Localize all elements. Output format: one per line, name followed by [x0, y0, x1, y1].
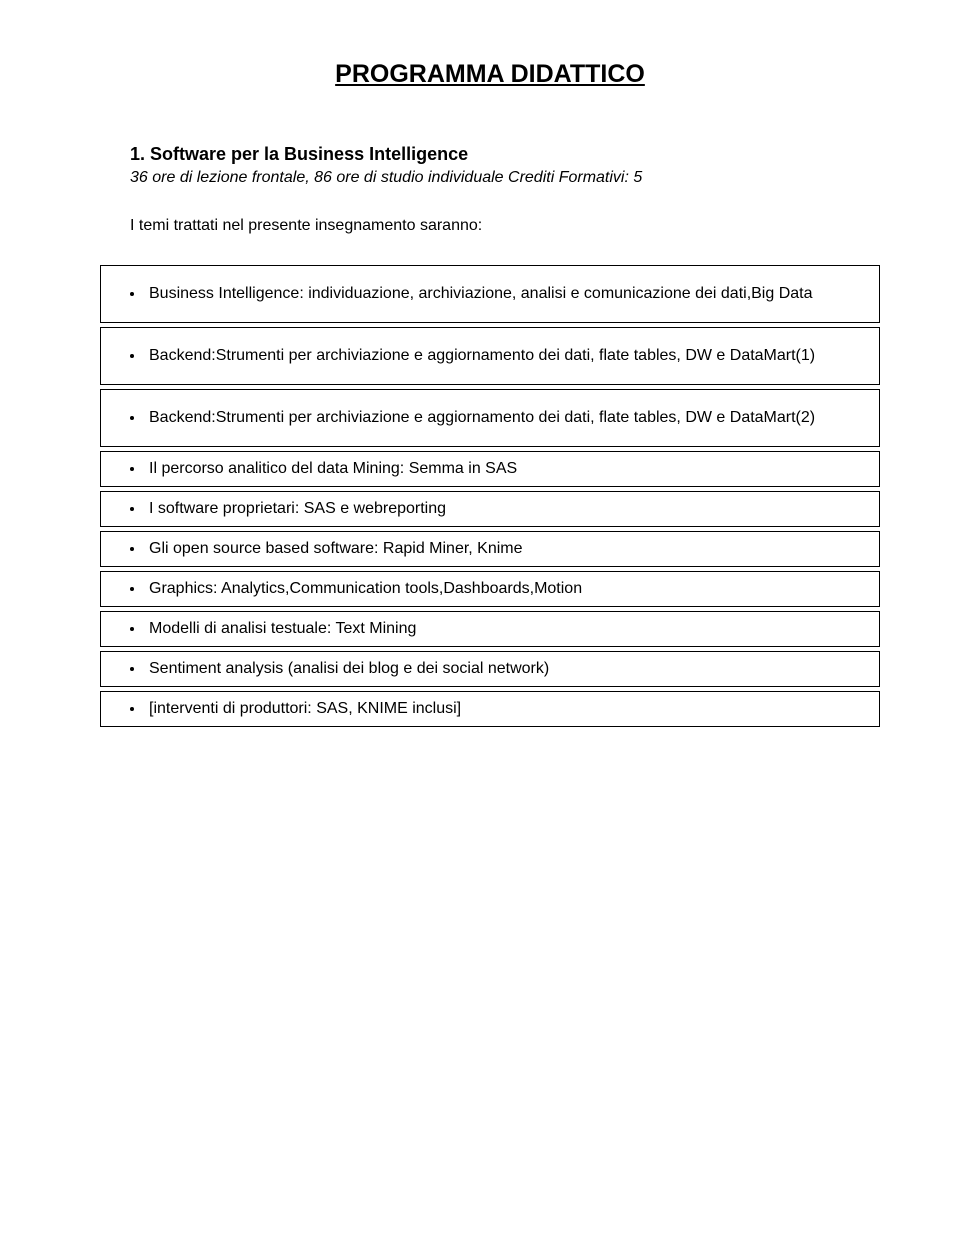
document-page: PROGRAMMA DIDATTICO 1. Software per la B…: [0, 0, 960, 771]
bullet-cell: Graphics: Analytics,Communication tools,…: [100, 571, 880, 607]
bullet-cell: [interventi di produttori: SAS, KNIME in…: [100, 691, 880, 727]
bullet-item: Il percorso analitico del data Mining: S…: [145, 460, 865, 478]
bullet-item: I software proprietari: SAS e webreporti…: [145, 500, 865, 518]
bullet-cell: Il percorso analitico del data Mining: S…: [100, 451, 880, 487]
intro-text: I temi trattati nel presente insegnament…: [100, 217, 880, 235]
bullet-item: [interventi di produttori: SAS, KNIME in…: [145, 700, 865, 718]
bullet-cell: Gli open source based software: Rapid Mi…: [100, 531, 880, 567]
section-subheading: 36 ore di lezione frontale, 86 ore di st…: [100, 169, 880, 187]
bullet-item: Sentiment analysis (analisi dei blog e d…: [145, 660, 865, 678]
bullet-item: Graphics: Analytics,Communication tools,…: [145, 580, 865, 598]
bullet-cell: I software proprietari: SAS e webreporti…: [100, 491, 880, 527]
bullet-cell: Sentiment analysis (analisi dei blog e d…: [100, 651, 880, 687]
bullet-item: Backend:Strumenti per archiviazione e ag…: [145, 402, 865, 434]
bullet-item: Business Intelligence: individuazione, a…: [145, 278, 865, 310]
bullet-cell: Business Intelligence: individuazione, a…: [100, 265, 880, 323]
page-title: PROGRAMMA DIDATTICO: [100, 60, 880, 89]
bullet-cell: Backend:Strumenti per archiviazione e ag…: [100, 327, 880, 385]
bullet-item: Gli open source based software: Rapid Mi…: [145, 540, 865, 558]
bullet-cell: Modelli di analisi testuale: Text Mining: [100, 611, 880, 647]
bullet-cell: Backend:Strumenti per archiviazione e ag…: [100, 389, 880, 447]
section-heading: 1. Software per la Business Intelligence: [100, 144, 880, 165]
bullet-item: Backend:Strumenti per archiviazione e ag…: [145, 340, 865, 372]
bullet-list-container: Business Intelligence: individuazione, a…: [100, 265, 880, 727]
bullet-item: Modelli di analisi testuale: Text Mining: [145, 620, 865, 638]
